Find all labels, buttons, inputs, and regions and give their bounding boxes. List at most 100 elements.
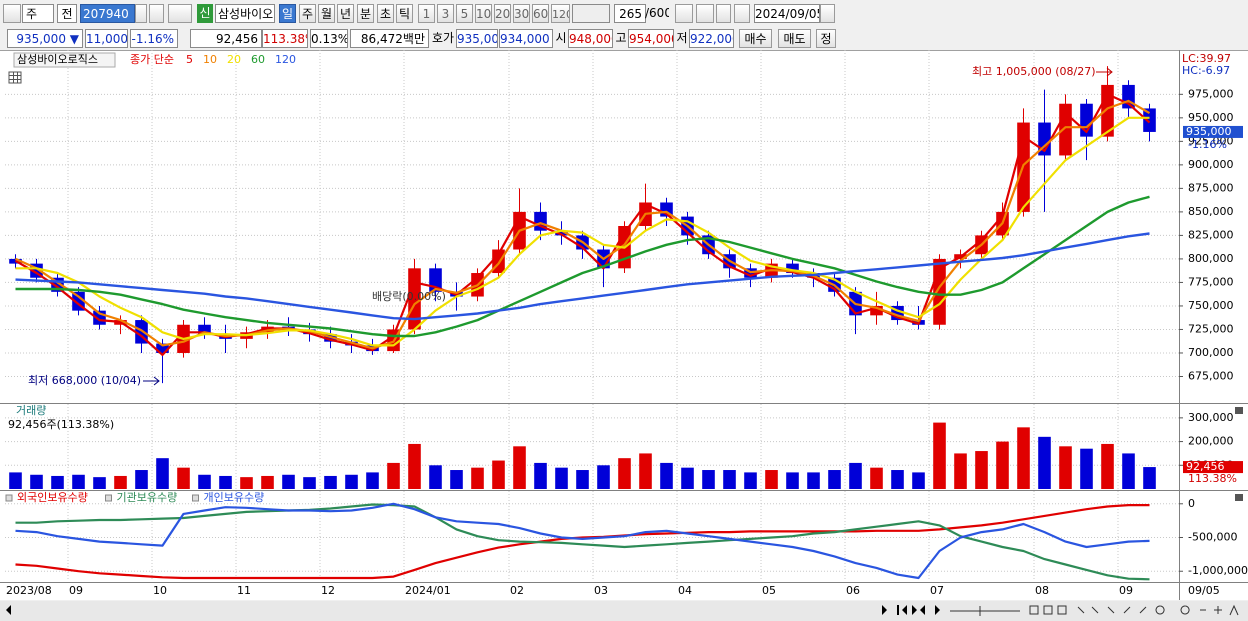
volume-bar <box>135 470 148 489</box>
label: 호가 <box>431 31 455 45</box>
last-volume-rate: 113.38% <box>1188 472 1237 485</box>
tool-button[interactable] <box>696 4 714 23</box>
y-tick-label: 700,000 <box>1188 346 1234 359</box>
annotation-arrow <box>143 376 160 386</box>
x-tick-label: 2024/01 <box>405 584 451 597</box>
sell-button[interactable]: 매도 <box>778 29 811 48</box>
buy-button[interactable]: 매수 <box>739 29 772 48</box>
code-dropdown[interactable] <box>135 4 147 23</box>
toolbar-icons[interactable] <box>950 604 1239 616</box>
candle-body <box>1143 108 1156 132</box>
interval-button[interactable]: 초 <box>377 4 394 23</box>
y-tick-label: 0 <box>1188 497 1195 510</box>
volume-bar <box>282 474 295 489</box>
volume-bar <box>513 446 526 489</box>
minute-button[interactable]: 5 <box>456 4 473 23</box>
volume-bar <box>261 475 274 489</box>
sound-button[interactable] <box>168 4 192 23</box>
high-price: 954,000 <box>628 29 674 48</box>
candle-body <box>786 263 799 274</box>
pane-close[interactable] <box>1235 494 1243 501</box>
x-tick-label: 2023/08 <box>6 584 52 597</box>
legend-entry: 10 <box>203 53 217 66</box>
interval-button[interactable]: 주 <box>299 4 316 23</box>
minute-button[interactable]: 20 <box>494 4 511 23</box>
legend-entry: 20 <box>227 53 241 66</box>
label: 고 <box>615 31 627 45</box>
volume-rate: 113.38% <box>262 29 308 48</box>
interval-button[interactable]: 틱 <box>396 4 413 23</box>
volume-bar <box>30 474 43 489</box>
minute-button[interactable]: 120 <box>551 4 570 23</box>
scroll-left[interactable] <box>6 605 11 615</box>
legend-swatch <box>5 494 13 502</box>
x-tick-label: 07 <box>930 584 944 597</box>
volume-bar <box>156 458 169 489</box>
code-input[interactable]: 207940 <box>80 4 135 23</box>
line-series <box>15 504 1150 580</box>
period-select[interactable]: 주 <box>22 4 54 23</box>
volume-bar <box>471 467 484 489</box>
volume-bar <box>1080 448 1093 489</box>
market-select[interactable]: 전 <box>57 4 77 23</box>
y-tick-label: 725,000 <box>1188 322 1234 335</box>
annotation-arrow <box>1096 67 1113 77</box>
candle-body <box>555 230 568 236</box>
tool-button[interactable] <box>675 4 693 23</box>
volume-bar <box>681 467 694 489</box>
x-tick-label: 09 <box>1119 584 1133 597</box>
legend-swatch <box>192 494 199 502</box>
tool-button[interactable] <box>716 4 731 23</box>
pane-close[interactable] <box>1235 407 1243 414</box>
annotation: 배당락(0.00%) <box>372 290 446 303</box>
volume-bar <box>765 470 778 489</box>
settings-button[interactable] <box>734 4 750 23</box>
last-price-box <box>1183 125 1243 138</box>
legend-entry: 5 <box>186 53 193 66</box>
minute-button[interactable]: 10 <box>475 4 492 23</box>
count-input[interactable]: 265 <box>614 4 646 23</box>
volume-bar <box>702 470 715 489</box>
minute-button[interactable]: 60 <box>532 4 549 23</box>
interval-button[interactable]: 분 <box>357 4 374 23</box>
legend-entry: 개인보유수량 <box>204 491 265 504</box>
legend-box <box>13 52 116 68</box>
minute-button[interactable]: 30 <box>513 4 530 23</box>
volume-bar <box>618 458 631 489</box>
y-tick-label: -500,000 <box>1188 531 1237 544</box>
open-price: 948,000 <box>568 29 613 48</box>
y-tick-label: 975,000 <box>1188 87 1234 100</box>
interval-button[interactable]: 월 <box>318 4 335 23</box>
minute-button[interactable]: 3 <box>437 4 454 23</box>
volume-bar <box>366 472 379 489</box>
pane-title: 거래량 <box>16 404 46 417</box>
volume-bar <box>177 467 190 489</box>
volume-bar <box>345 474 358 489</box>
volume-bar <box>72 474 85 489</box>
annotation: 최저 668,000 (10/04) <box>28 374 141 387</box>
x-tick-label: 12 <box>321 584 335 597</box>
volume-bar <box>219 475 232 489</box>
date-input[interactable]: 2024/09/05 <box>754 4 820 23</box>
interval-button[interactable]: 년 <box>337 4 354 23</box>
volume-bar <box>1059 446 1072 489</box>
y-tick-label: 950,000 <box>1188 111 1234 124</box>
line-series <box>15 232 1150 321</box>
volume-bar <box>786 472 799 489</box>
x-tick-label: 02 <box>510 584 524 597</box>
search-button[interactable] <box>149 4 164 23</box>
correct-button[interactable]: 정 <box>816 29 836 48</box>
minute-dropdown[interactable] <box>572 4 610 23</box>
interval-button[interactable]: 일 <box>279 4 296 23</box>
ask-price: 935,000 <box>456 29 498 48</box>
y-tick-label: 675,000 <box>1188 369 1234 382</box>
grid-icon[interactable] <box>8 71 22 84</box>
chart-menu[interactable] <box>3 4 21 23</box>
volume-bar <box>240 477 253 489</box>
calendar-button[interactable] <box>820 4 835 23</box>
minute-button[interactable]: 1 <box>418 4 435 23</box>
bid-price: 934,000 <box>499 29 553 48</box>
candle-body <box>1059 103 1072 156</box>
volume-bar <box>1122 453 1135 489</box>
volume-bar <box>1017 427 1030 489</box>
